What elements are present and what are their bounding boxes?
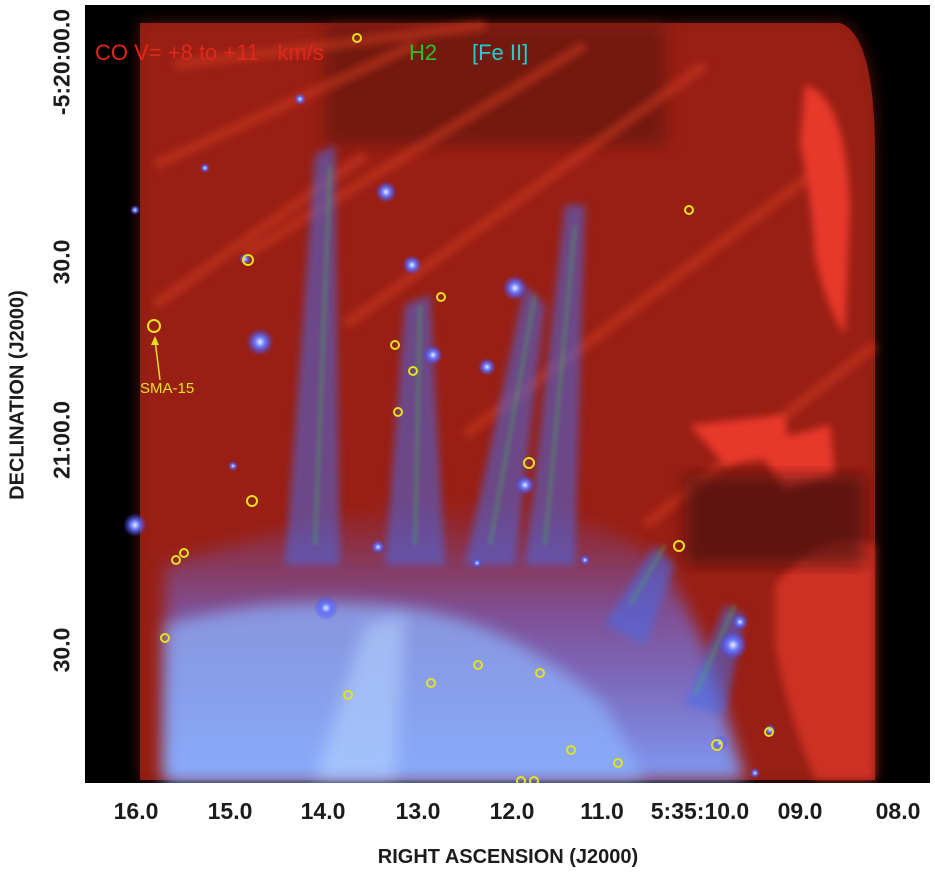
x-tick-label: 11.0 bbox=[580, 798, 624, 824]
image-panel bbox=[85, 5, 930, 783]
annotation-sma15: SMA-15 bbox=[140, 380, 195, 397]
legend-h2: H2 bbox=[409, 40, 438, 65]
y-tick-label: 21:00.0 bbox=[48, 400, 75, 480]
x-tick-label: 15.0 bbox=[207, 798, 253, 824]
sma15-arrow bbox=[151, 336, 161, 381]
y-tick-label: -5:20:00.0 bbox=[48, 8, 75, 116]
x-tick-label: 12.0 bbox=[489, 798, 535, 824]
x-tick-label: 13.0 bbox=[395, 798, 441, 824]
y-axis-label: DECLINATION (J2000) bbox=[6, 290, 29, 500]
x-tick-label: 09.0 bbox=[777, 798, 823, 824]
y-tick-label: 30.0 bbox=[48, 239, 75, 285]
legend-fe-ii: [Fe II] bbox=[472, 40, 529, 65]
x-tick-label: 5:35:10.0 bbox=[650, 798, 750, 824]
x-tick-label: 14.0 bbox=[300, 798, 346, 824]
legend-co: CO V= +8 to +11 km/s bbox=[95, 40, 324, 65]
y-tick-label: 30.0 bbox=[48, 627, 75, 673]
composite-image bbox=[123, 20, 879, 783]
x-tick-label: 16.0 bbox=[113, 798, 159, 824]
yso-markers bbox=[147, 33, 774, 783]
x-axis-label: RIGHT ASCENSION (J2000) bbox=[377, 846, 639, 868]
x-tick-label: 08.0 bbox=[875, 798, 921, 824]
